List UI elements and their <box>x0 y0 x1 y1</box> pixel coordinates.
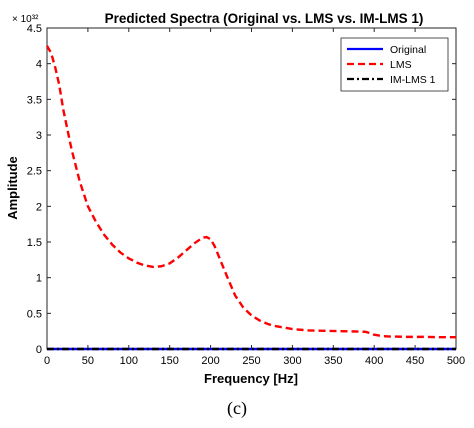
x-axis-ticks: 0 50 100 150 200 250 300 350 400 450 500 <box>44 28 465 367</box>
legend-label: IM-LMS 1 <box>390 74 436 86</box>
x-tick-label: 300 <box>283 355 301 367</box>
y-tick-label: 1.5 <box>27 237 42 249</box>
y-axis-ticks: 0 0.5 1 1.5 2 2.5 3 3.5 4 4.5 <box>27 23 456 356</box>
x-tick-label: 250 <box>242 355 260 367</box>
legend-label: LMS <box>390 59 412 71</box>
x-tick-label: 350 <box>324 355 342 367</box>
y-tick-label: 2.5 <box>27 166 42 178</box>
x-tick-label: 200 <box>201 355 219 367</box>
legend-label: Original <box>390 44 426 56</box>
y-tick-label: 3.5 <box>27 94 42 106</box>
y-tick-label: 0 <box>36 344 42 356</box>
y-tick-label: 3 <box>36 130 42 142</box>
y-tick-label: 4 <box>36 59 42 71</box>
x-tick-label: 150 <box>161 355 179 367</box>
x-tick-label: 450 <box>406 355 424 367</box>
y-axis-label: Amplitude <box>5 156 20 220</box>
series-line-lms <box>45 45 456 339</box>
x-tick-label: 100 <box>120 355 138 367</box>
x-axis-label: Frequency [Hz] <box>204 371 298 386</box>
legend: Original LMS IM-LMS 1 <box>340 37 449 92</box>
x-tick-label: 0 <box>44 355 50 367</box>
x-tick-label: 500 <box>447 355 465 367</box>
y-tick-label: 4.5 <box>27 23 42 35</box>
chart-title: Predicted Spectra (Original vs. LMS vs. … <box>105 11 424 26</box>
y-tick-label: 1 <box>36 273 42 285</box>
series-layer <box>45 45 456 351</box>
y-tick-label: 2 <box>36 201 42 213</box>
figure-caption: (c) <box>227 398 247 418</box>
y-tick-label: 0.5 <box>27 308 42 320</box>
x-tick-label: 400 <box>365 355 383 367</box>
y-axis-multiplier: × 10³² <box>12 14 39 25</box>
x-tick-label: 50 <box>82 355 94 367</box>
